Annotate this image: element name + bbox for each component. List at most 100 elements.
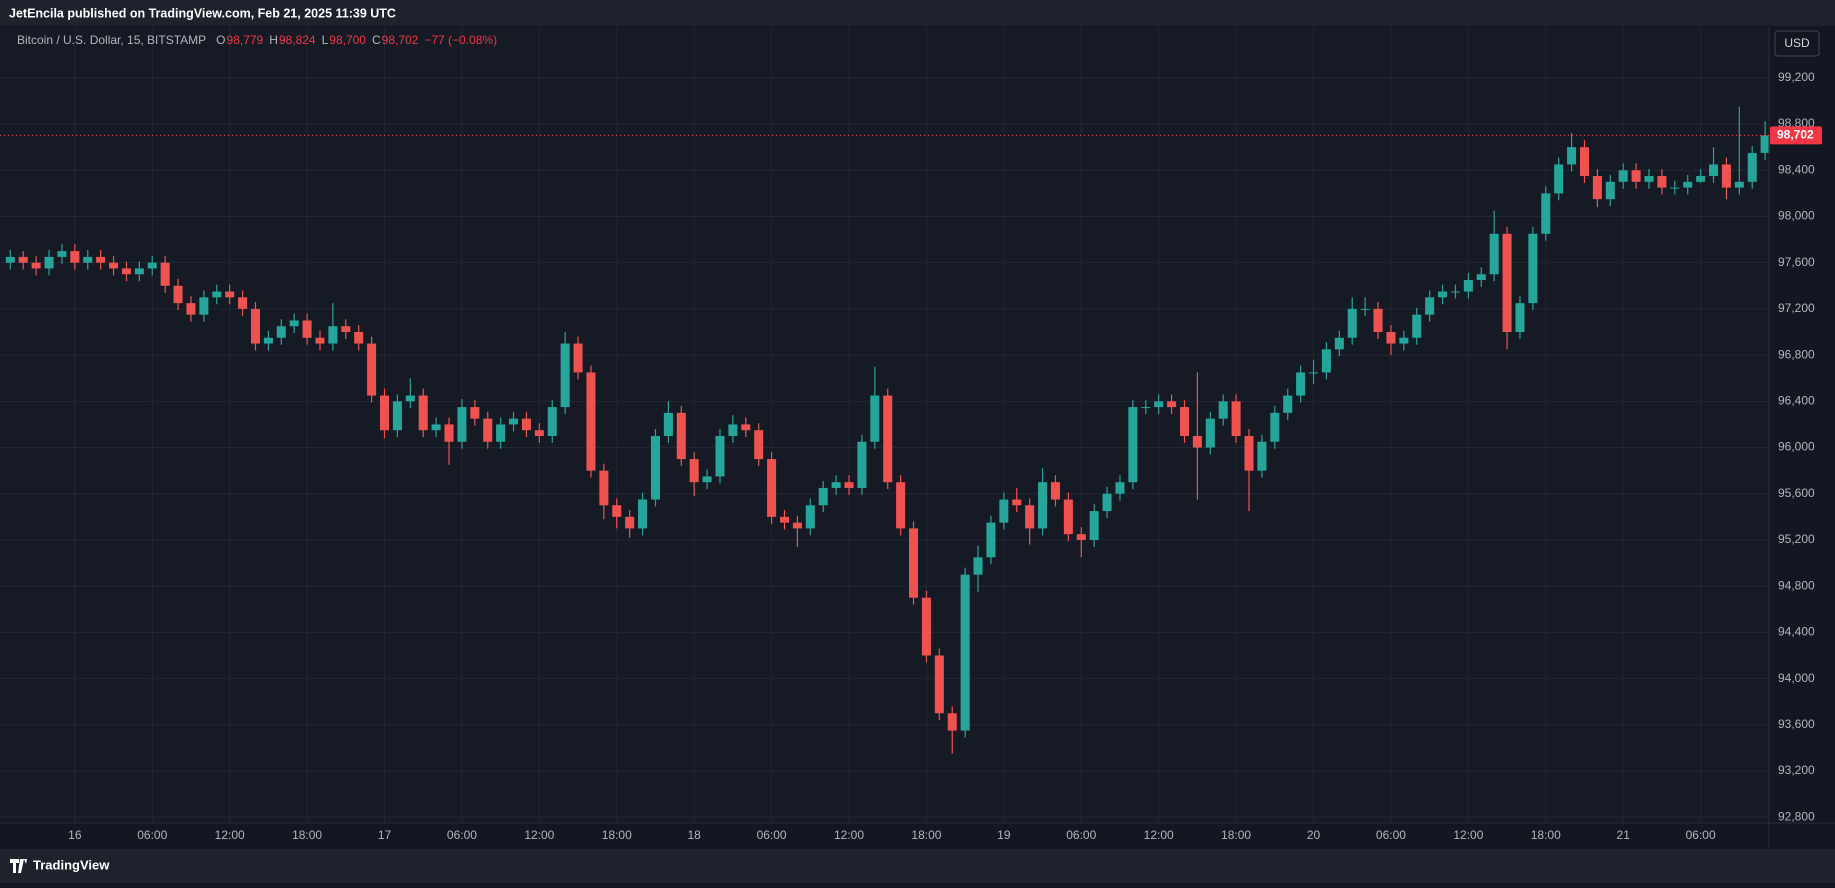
candle-body [1360,308,1370,310]
candle-body [921,597,931,656]
candle-body [883,395,893,483]
candle-body [947,713,957,731]
candle-body [1179,407,1190,436]
candle-body [405,395,415,402]
candle-body [896,482,906,529]
ohlc-value: 98,700 [329,33,366,47]
candle-body [1541,193,1551,234]
candle-body [379,395,390,431]
x-tick-label: 18:00 [1221,828,1251,842]
candle-body [792,522,802,529]
y-tick-label: 93,200 [1778,763,1815,777]
y-tick-label: 92,800 [1778,809,1815,823]
footer [0,849,1835,883]
candle-body [715,435,725,477]
candle-body [418,395,428,431]
candle-body [521,418,531,431]
candle-body [392,401,402,431]
candle-body [1412,314,1422,338]
y-tick-label: 93,600 [1778,717,1815,731]
candle-body [121,268,131,275]
x-tick-label: 12:00 [834,828,864,842]
y-tick-label: 97,600 [1778,255,1815,269]
candle-body [470,407,480,419]
candle-body [676,412,686,460]
candle-body [1347,308,1357,338]
candle-body [70,251,80,263]
candle-body [599,470,609,506]
candle-body [960,574,970,731]
candle-body [5,256,15,263]
candle-body [1063,499,1073,535]
candle-body [1515,303,1525,332]
candle-body [986,522,996,558]
candle-body [560,343,570,408]
y-tick-label: 94,400 [1778,625,1815,639]
currency-button[interactable] [1774,30,1820,57]
candle-body [754,430,764,460]
candle-body [496,424,506,442]
x-tick-label: 21 [1617,828,1631,842]
candle-body [586,372,596,471]
candle-body [18,256,28,263]
candle-body [1218,401,1228,419]
y-tick-label: 97,200 [1778,301,1815,315]
candle-body [44,256,54,269]
x-tick-label: 18 [688,828,702,842]
x-tick-label: 12:00 [215,828,245,842]
candle-body [1579,147,1590,177]
candle-body [1683,181,1693,188]
top-bar [0,0,1835,26]
candle-body [702,476,712,483]
candle-body [741,424,751,431]
candle-body [328,326,338,344]
candle-body [547,407,557,436]
x-tick-label: 06:00 [757,828,787,842]
candle-body [1283,395,1293,413]
candle-body [1231,401,1241,436]
candle-body [857,441,867,488]
x-tick-label: 18:00 [292,828,322,842]
candle-body [1450,291,1460,293]
y-tick-label: 94,800 [1778,578,1815,592]
candle-body [276,326,286,338]
footer-brand: TradingView [33,857,110,872]
last-price-tag [1770,126,1822,145]
candle-body [1270,412,1280,442]
candle-body [263,337,273,344]
candle-body [1554,164,1564,194]
candle-body [1528,233,1538,304]
candle-body [831,482,841,488]
y-tick-label: 96,000 [1778,440,1815,454]
y-tick-label: 98,000 [1778,209,1815,223]
candle-body [1438,291,1448,298]
candle-body [367,343,377,396]
symbol: Bitcoin / U.S. Dollar, 15, BITSTAMP [17,33,206,47]
candle-body [663,412,673,436]
candle-body [134,268,144,275]
candle-body [1592,176,1602,200]
candle-body [509,418,519,425]
x-tick-label: 17 [378,828,392,842]
candle-body [1386,331,1396,344]
candle-body [1605,181,1615,200]
candle-body [1244,435,1254,471]
candle-body [444,424,454,442]
candle-body [186,303,196,315]
candle-body [354,331,364,344]
ohlc-value: 98,824 [279,33,316,47]
candle-body [96,256,106,263]
candle-body [238,297,248,309]
x-tick-label: 06:00 [1376,828,1406,842]
candle-body [1476,274,1486,281]
x-tick-label: 18:00 [911,828,941,842]
candle-body [1309,372,1319,374]
candle-body [1154,401,1164,408]
candle-body [805,505,815,529]
candle-body [341,326,351,332]
candle-body [483,418,493,442]
ohlc-key: O [216,33,225,47]
x-tick-label: 06:00 [447,828,477,842]
